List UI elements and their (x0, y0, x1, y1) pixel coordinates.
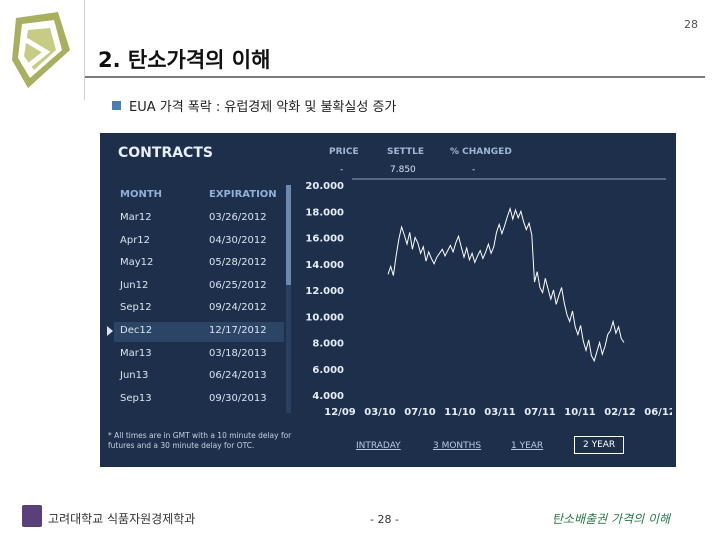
contract-row[interactable]: May12 05/28/2012 (114, 254, 284, 274)
y-tick-label: 16.000 (305, 234, 344, 245)
contract-row[interactable]: Sep13 09/30/2013 (114, 390, 284, 410)
contract-expiration: 09/30/2013 (209, 392, 267, 404)
x-tick-label: 03/10 (364, 407, 396, 418)
y-tick-label: 8.000 (312, 339, 344, 350)
footnote: * All times are in GMT with a 10 minute … (108, 431, 292, 450)
bullet-square-icon (112, 101, 121, 110)
contract-month: Apr12 (120, 234, 151, 246)
contract-row[interactable]: Dec12 12/17/2012 (107, 322, 284, 342)
contract-row[interactable]: Jun13 06/24/2013 (114, 367, 284, 387)
contract-expiration: 09/24/2012 (209, 302, 267, 314)
x-tick-label: 11/10 (444, 407, 476, 418)
y-tick-label: 14.000 (305, 260, 344, 271)
range-3-months-button[interactable]: 3 MONTHS (433, 441, 482, 451)
settle-header: SETTLE (387, 147, 424, 157)
changed-value: - (472, 165, 476, 175)
contracts-panel: CONTRACTS PRICE SETTLE % CHANGED - 7.850… (100, 133, 676, 467)
price-series-line (387, 206, 625, 363)
contract-expiration: 04/30/2012 (209, 234, 267, 246)
x-tick-label: 03/11 (484, 407, 516, 418)
price-chart: 20.000 18.000 16.000 14.000 12.000 10.000 8.00… (305, 178, 672, 418)
x-tick-label: 06/12 (644, 407, 672, 418)
x-tick-label: 07/10 (404, 407, 436, 418)
x-tick-label: 10/11 (564, 407, 596, 418)
contract-month: May12 (120, 257, 154, 269)
x-tick-label: 12/09 (324, 407, 356, 418)
footer-topic: 탄소배출권 가격의 이해 (552, 512, 671, 526)
bullet-item: EUA 가격 폭락 : 유럽경제 악화 및 불확실성 증가 (112, 96, 396, 115)
contract-expiration: 03/26/2012 (209, 212, 267, 223)
contract-month: Jun13 (120, 370, 149, 382)
panel-title: CONTRACTS (118, 145, 213, 161)
contract-row[interactable]: Sep12 09/24/2012 (114, 299, 284, 319)
footer-page-number: - 28 - (370, 513, 399, 526)
range-1-year-button[interactable]: 1 YEAR (511, 441, 544, 451)
contract-row[interactable]: Apr12 04/30/2012 (114, 232, 284, 252)
contract-month: Dec12 (120, 325, 153, 336)
y-tick-label: 10.000 (305, 312, 344, 323)
contract-expiration: 06/24/2013 (209, 370, 267, 382)
y-tick-label: 6.000 (312, 365, 344, 376)
contract-row[interactable]: Jun12 06/25/2012 (114, 277, 284, 297)
contract-expiration: 05/28/2012 (209, 257, 267, 269)
selected-arrow-icon (107, 326, 113, 336)
slide-title: 2. 탄소가격의 이해 (98, 48, 271, 72)
contract-expiration: 12/17/2012 (209, 325, 267, 336)
bullet-text: EUA 가격 폭락 : 유럽경제 악화 및 불확실성 증가 (129, 100, 397, 115)
contract-month: Sep13 (120, 392, 152, 404)
university-logo-icon (12, 12, 70, 88)
range-2-year-button[interactable]: 2 YEAR (574, 436, 625, 454)
scrollbar-thumb[interactable] (286, 185, 291, 285)
y-tick-label: 18.000 (305, 207, 344, 218)
range-intraday-button[interactable]: INTRADAY (356, 441, 401, 451)
page-number-top: 28 (684, 18, 698, 31)
contract-month: Mar13 (120, 347, 152, 359)
y-tick-label: 20.000 (305, 181, 344, 192)
y-tick-label: 4.000 (312, 391, 344, 402)
footer-department: 고려대학교 식품자원경제학과 (48, 512, 196, 526)
expiration-column-header: EXPIRATION (209, 189, 277, 200)
price-header: PRICE (329, 147, 359, 157)
x-tick-label: 07/11 (524, 407, 556, 418)
contract-month: Jun12 (120, 279, 149, 291)
changed-header: % CHANGED (450, 147, 512, 157)
contract-expiration: 06/25/2012 (209, 279, 267, 291)
price-value: - (340, 165, 344, 175)
contract-row[interactable]: Mar13 03/18/2013 (114, 345, 284, 365)
contract-expiration: 03/18/2013 (209, 347, 267, 359)
contract-month: Mar12 (120, 212, 152, 223)
contract-row[interactable]: Mar12 03/26/2012 (114, 209, 284, 229)
footer-logo-icon (22, 505, 42, 527)
y-tick-label: 12.000 (305, 286, 344, 297)
settle-value: 7.850 (390, 165, 416, 175)
scrollbar-track[interactable] (286, 185, 291, 413)
title-rule (85, 76, 705, 78)
contract-month: Sep12 (120, 302, 152, 314)
left-rule (84, 0, 85, 100)
month-column-header: MONTH (120, 189, 163, 200)
x-tick-label: 02/12 (604, 407, 636, 418)
